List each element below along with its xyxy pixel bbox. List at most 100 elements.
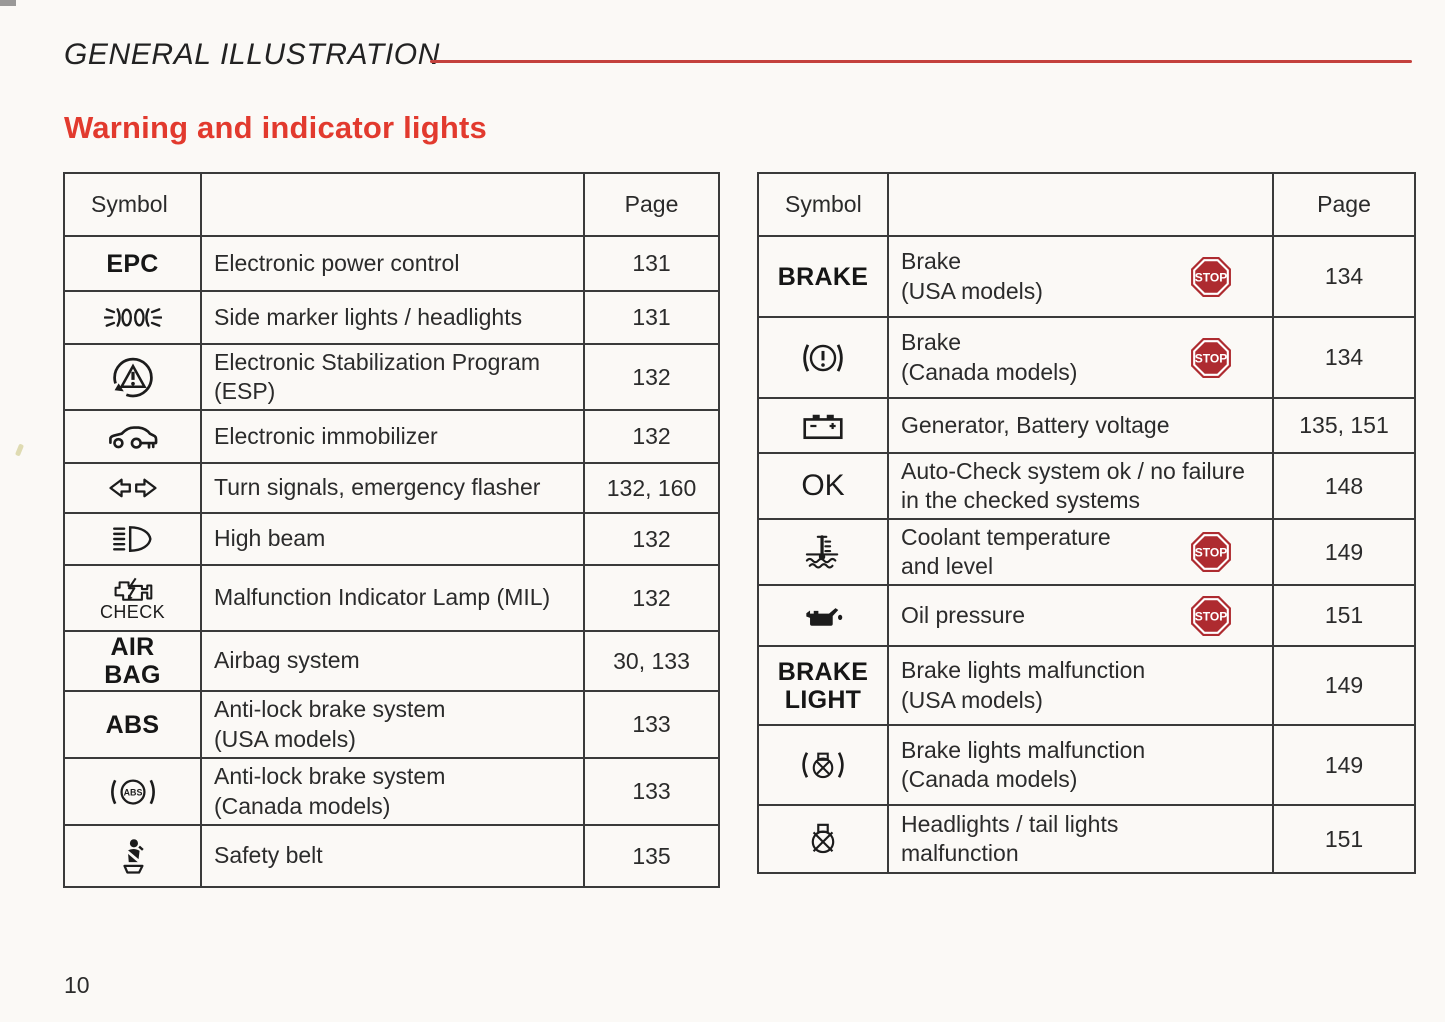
description-cell: Brake lights malfunction (Canada models) — [889, 726, 1274, 804]
description-cell: Generator, Battery voltage — [889, 399, 1274, 452]
symbol-column-header: Symbol — [65, 174, 202, 235]
symbol-cell — [65, 345, 202, 409]
page-cell: 133 — [632, 778, 671, 804]
stop-icon: STOP — [1191, 532, 1231, 572]
description-text: Auto-Check system ok / no failure in the … — [901, 457, 1245, 513]
coolant-icon — [801, 534, 845, 571]
stop-icon: STOP — [1191, 256, 1231, 297]
scan-artifact — [0, 0, 16, 6]
symbol-cell — [65, 411, 202, 462]
scan-artifact — [14, 443, 25, 457]
symbol-text: ABS — [105, 710, 160, 739]
page-cell: 148 — [1324, 472, 1364, 499]
table-row: AIR BAG Airbag system 30, 133 — [65, 630, 718, 690]
safety-belt-icon — [117, 838, 149, 874]
description-cell: Headlights / tail lights malfunction — [889, 806, 1274, 872]
table-row: Headlights / tail lights malfunction 151 — [759, 804, 1414, 872]
description-text: Anti-lock brake system (Canada models) — [214, 763, 446, 819]
symbol-cell: ABS — [65, 759, 202, 824]
symbol-cell: CHECK — [65, 566, 202, 630]
table-row: Brake lights malfunction (Canada models) 1… — [759, 724, 1414, 804]
description-cell: Anti-lock brake system (USA models) — [202, 692, 585, 757]
symbol-text: EPC — [106, 249, 159, 278]
description-text: Side marker lights / headlights — [214, 303, 523, 330]
symbol-cell — [65, 292, 202, 343]
symbol-cell — [65, 464, 202, 512]
description-text: Coolant temperature and level — [901, 523, 1111, 579]
page-cell: 149 — [1324, 672, 1364, 698]
page-cell: 134 — [1324, 344, 1364, 370]
svg-text:STOP: STOP — [1195, 351, 1228, 365]
description-text: Anti-lock brake system (USA models) — [214, 696, 446, 752]
description-cell: High beam — [202, 514, 585, 564]
description-text: Headlights / tail lights malfunction — [901, 810, 1119, 866]
stop-badge: STOP — [1190, 595, 1232, 637]
description-text: Turn signals, emergency flasher — [214, 474, 541, 501]
table-header-row: Symbol Page — [65, 174, 718, 235]
description-cell: Electronic power control — [202, 237, 585, 290]
page-cell: 133 — [632, 711, 671, 737]
oil-pressure-icon — [798, 602, 848, 630]
description-text: Electronic immobilizer — [214, 422, 438, 449]
description-cell: Brake lights malfunction (USA models) — [889, 647, 1274, 724]
description-cell: Airbag system — [202, 632, 585, 690]
symbol-cell: BRAKE — [759, 237, 889, 316]
description-text: Electronic power control — [214, 249, 460, 276]
svg-text:ABS: ABS — [123, 787, 142, 797]
symbol-text: BRAKE LIGHT — [777, 657, 869, 714]
high-beam-icon — [111, 524, 155, 554]
table-row: OK Auto-Check system ok / no failure in th… — [759, 452, 1414, 518]
symbol-cell: OK — [759, 454, 889, 518]
table-row: BRAKE Brake (USA models) STOP 134 — [759, 235, 1414, 316]
immobilizer-icon — [105, 421, 161, 453]
symbol-cell — [759, 586, 889, 645]
table-row: CHECK Malfunction Indicator Lamp (MIL) 132 — [65, 564, 718, 630]
page-title: Warning and indicator lights — [64, 110, 487, 145]
abs-canada-icon: ABS — [106, 777, 160, 807]
left-table: Symbol Page EPC Electronic power control 131… — [63, 172, 720, 888]
right-table: Symbol Page BRAKE Brake (USA models) STOP 134 B… — [757, 172, 1416, 874]
description-text: Airbag system — [214, 647, 360, 674]
symbol-cell — [759, 399, 889, 452]
table-row: Oil pressure STOP 151 — [759, 584, 1414, 645]
page-cell: 151 — [1324, 825, 1364, 852]
table-row: Coolant temperature and level STOP 149 — [759, 518, 1414, 584]
symbol-cell: EPC — [65, 237, 202, 290]
table-row: ABS Anti-lock brake system (USA models) 133 — [65, 690, 718, 757]
symbol-cell — [65, 826, 202, 886]
description-cell: Coolant temperature and level STOP — [889, 520, 1274, 584]
svg-text:STOP: STOP — [1195, 270, 1228, 284]
description-text: High beam — [214, 525, 326, 552]
battery-icon — [800, 411, 846, 441]
svg-text:STOP: STOP — [1195, 546, 1228, 560]
description-text: Electronic Stabilization Program (ESP) — [214, 348, 540, 404]
symbol-cell — [759, 318, 889, 397]
table-row: Turn signals, emergency flasher 132, 160 — [65, 462, 718, 512]
table-row: ABS Anti-lock brake system (Canada models)… — [65, 757, 718, 824]
description-column-header — [889, 174, 1274, 235]
brake-light-canada-icon — [798, 748, 848, 782]
page-cell: 151 — [1324, 602, 1364, 628]
turn-signals-icon — [107, 477, 159, 499]
symbol-text: OK — [801, 469, 845, 502]
table-row: Side marker lights / headlights 131 — [65, 290, 718, 343]
symbol-cell — [759, 806, 889, 872]
side-marker-lights-icon — [103, 303, 162, 332]
table-row: Generator, Battery voltage 135, 151 — [759, 397, 1414, 452]
table-row: High beam 132 — [65, 512, 718, 564]
page-cell: 135, 151 — [1299, 412, 1389, 438]
page-column-header: Page — [624, 191, 679, 217]
check-engine-icon — [108, 576, 158, 603]
description-text: Oil pressure — [901, 601, 1025, 628]
chapter-title: GENERAL ILLUSTRATION — [64, 38, 440, 71]
page-column-header: Page — [1317, 191, 1371, 217]
description-cell: Side marker lights / headlights — [202, 292, 585, 343]
brake-canada-icon — [798, 342, 848, 374]
description-cell: Brake (USA models) STOP — [889, 237, 1274, 316]
description-cell: Electronic Stabilization Program (ESP) — [202, 345, 585, 409]
page-cell: 132 — [632, 423, 671, 449]
description-text: Safety belt — [214, 842, 323, 869]
description-cell: Anti-lock brake system (Canada models) — [202, 759, 585, 824]
table-row: Brake (Canada models) STOP 134 — [759, 316, 1414, 397]
headlight-malfunction-icon — [806, 821, 840, 857]
